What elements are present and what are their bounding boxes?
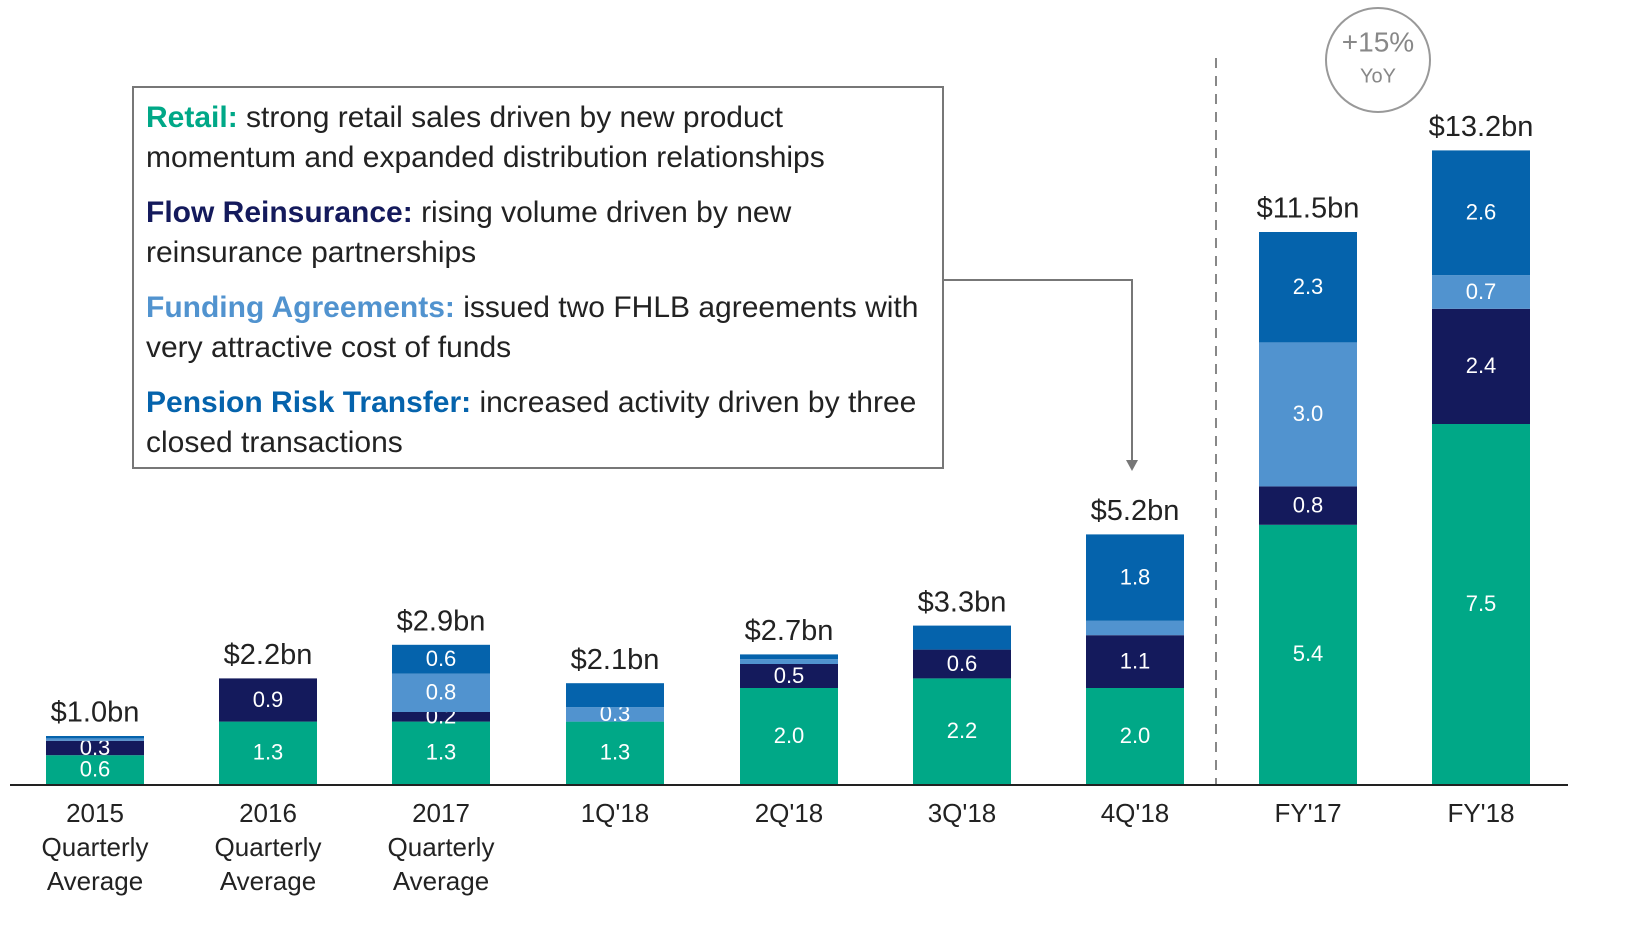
x-tick-label: 2015 Quarterly Average — [41, 798, 149, 896]
bar-segment — [1259, 342, 1357, 487]
total-label: $2.2bn — [224, 639, 313, 671]
total-label: $2.7bn — [745, 615, 834, 647]
segment-label: 3.0 — [1293, 401, 1324, 426]
segment-label: 7.5 — [1466, 591, 1497, 616]
annotation-label: Retail: — [146, 101, 238, 134]
total-label: $2.1bn — [571, 644, 660, 676]
segment-label: 2.6 — [1466, 200, 1497, 225]
annotation: Pension Risk Transfer: increased activit… — [146, 383, 930, 463]
x-tick-label: 2016 Quarterly Average — [214, 798, 322, 896]
bar-segment — [740, 688, 838, 784]
segment-label: 2.0 — [1120, 723, 1151, 748]
segment-label: 1.8 — [1120, 564, 1151, 589]
annotation: Retail: strong retail sales driven by ne… — [146, 98, 930, 178]
segment-label: 0.6 — [80, 756, 111, 781]
bar-segment — [740, 659, 838, 664]
segment-label: 1.3 — [600, 740, 631, 765]
segment-label: 0.5 — [774, 663, 805, 688]
arrow — [942, 279, 1133, 460]
bar-segment — [1432, 275, 1530, 309]
segment-label: 0.9 — [253, 687, 284, 712]
segment-label: 2.3 — [1293, 274, 1324, 299]
bar-segment — [1432, 308, 1530, 424]
bar-segment — [913, 625, 1011, 650]
segment-label: 2.0 — [774, 723, 805, 748]
x-tick-label: 3Q'18 — [927, 798, 997, 828]
annotation-label: Pension Risk Transfer: — [146, 386, 472, 419]
bar-segment — [46, 740, 144, 756]
bar-segment — [1086, 688, 1184, 784]
segment-label: 1.1 — [1120, 648, 1151, 673]
bar-segment — [46, 736, 144, 739]
badge-circle — [1325, 7, 1431, 113]
x-tick-label: 2Q'18 — [754, 798, 824, 828]
total-label: $5.2bn — [1091, 495, 1180, 527]
bar-segment — [740, 664, 838, 688]
annotation-label: Funding Agreements: — [146, 291, 455, 324]
x-tick-label: FY'17 — [1274, 798, 1342, 828]
annotation-box: Retail: strong retail sales driven by ne… — [132, 86, 944, 469]
x-tick-label: 1Q'18 — [580, 798, 650, 828]
annotation: Funding Agreements: issued two FHLB agre… — [146, 288, 930, 368]
total-label: $11.5bn — [1257, 193, 1360, 225]
bar-segment — [392, 644, 490, 674]
segment-label: 0.7 — [1466, 279, 1497, 304]
x-tick-label: 2017 Quarterly Average — [387, 798, 495, 896]
bar-segment — [392, 721, 490, 784]
annotation: Flow Reinsurance: rising volume driven b… — [146, 193, 930, 273]
total-label: $13.2bn — [1429, 111, 1534, 143]
badge-label: YoY — [1360, 65, 1396, 87]
annotation-text: issued two FHLB agreements with very att… — [146, 291, 919, 364]
badge-value: +15% — [1342, 26, 1414, 57]
bar-segment — [1259, 486, 1357, 525]
bar-segment — [913, 678, 1011, 784]
bar-segment — [566, 721, 664, 784]
annotation-text: rising volume driven by new reinsurance … — [146, 196, 792, 269]
annotation-text: strong retail sales driven by new produc… — [146, 101, 825, 174]
segment-label: 0.6 — [947, 651, 978, 676]
bar-segment — [740, 654, 838, 660]
bar-segment — [1432, 424, 1530, 784]
x-tick-label: 4Q'18 — [1100, 798, 1170, 828]
bar-segment — [1259, 524, 1357, 784]
segment-label: 0.8 — [1293, 492, 1324, 517]
bar-segment — [392, 712, 490, 722]
bar-segment — [566, 707, 664, 722]
arrow-head — [1126, 460, 1138, 471]
segment-label: 5.4 — [1293, 641, 1324, 666]
bar-segment — [566, 683, 664, 708]
bar-segment — [1086, 534, 1184, 621]
segment-label: 1.3 — [253, 740, 284, 765]
bar-segment — [913, 649, 1011, 679]
bar-segment — [1259, 232, 1357, 343]
segment-label: 2.4 — [1466, 353, 1497, 378]
segment-label: 1.3 — [426, 740, 457, 765]
bar-segment — [1432, 150, 1530, 276]
total-label: $2.9bn — [397, 605, 486, 637]
total-label: $3.3bn — [918, 586, 1007, 618]
bar-segment — [46, 755, 144, 784]
bar-segment — [219, 678, 317, 722]
bar-segment — [46, 738, 144, 741]
annotation-text: increased activity driven by three close… — [146, 386, 917, 459]
annotation-label: Flow Reinsurance: — [146, 196, 413, 229]
bar-segment — [1086, 620, 1184, 636]
segment-label: 0.8 — [426, 680, 457, 705]
total-label: $1.0bn — [51, 697, 140, 729]
segment-label: 0.6 — [426, 646, 457, 671]
bar-segment — [1086, 635, 1184, 688]
x-tick-label: FY'18 — [1447, 798, 1515, 828]
bar-segment — [219, 721, 317, 784]
bar-segment — [392, 673, 490, 712]
segment-label: 2.2 — [947, 718, 978, 743]
